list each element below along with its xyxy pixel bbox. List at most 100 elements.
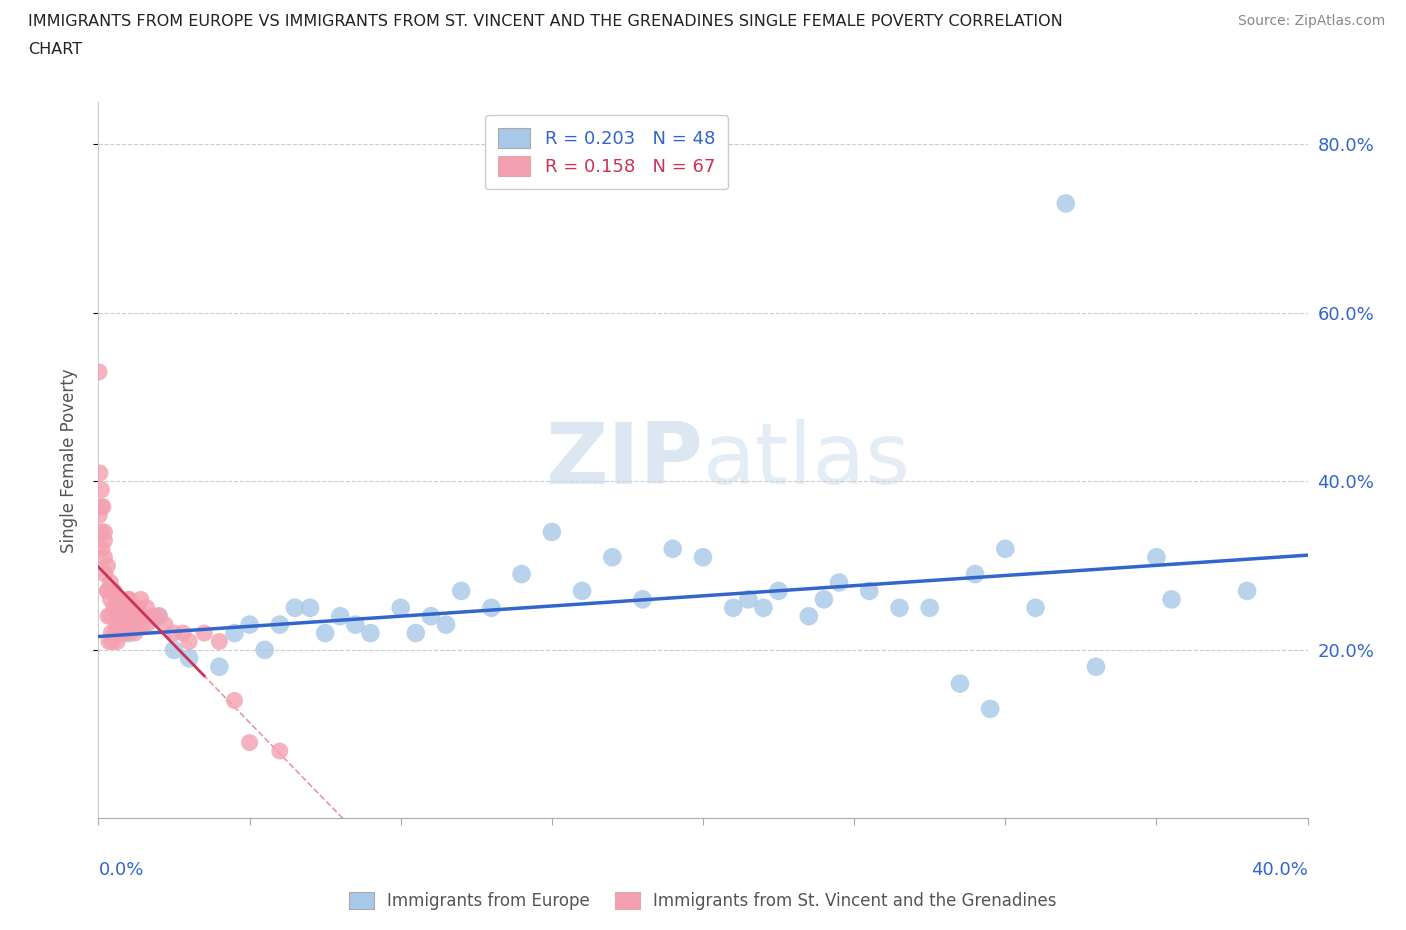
Point (108, 591, 131, 606)
Point (269, 618, 291, 632)
Point (100, 591, 122, 606)
Point (163, 643, 186, 658)
Point (148, 609, 170, 624)
Point (142, 609, 165, 624)
Point (103, 601, 125, 616)
Point (121, 601, 143, 616)
Point (420, 609, 443, 624)
Point (103, 583, 125, 598)
Point (105, 634, 128, 649)
Point (148, 609, 170, 624)
Point (253, 643, 276, 658)
Point (108, 591, 131, 606)
Point (344, 618, 367, 632)
Point (723, 601, 745, 616)
Point (131, 618, 153, 632)
Point (124, 626, 146, 641)
Point (111, 618, 134, 632)
Point (631, 591, 654, 606)
Point (93, 525, 115, 539)
Point (752, 601, 775, 616)
Point (172, 626, 194, 641)
Point (127, 601, 149, 616)
Point (1236, 583, 1258, 598)
Point (90, 525, 112, 539)
Point (90, 483, 112, 498)
Point (124, 609, 146, 624)
Point (114, 609, 136, 624)
Point (108, 626, 131, 641)
Point (389, 601, 412, 616)
Point (105, 601, 128, 616)
Text: ZIP: ZIP (546, 418, 703, 502)
Text: atlas: atlas (703, 418, 911, 502)
Point (118, 591, 141, 606)
Point (661, 541, 683, 556)
Point (135, 601, 157, 616)
Point (450, 583, 472, 598)
Point (737, 591, 759, 606)
Point (284, 601, 307, 616)
Point (1054, 196, 1077, 211)
Point (153, 618, 176, 632)
Point (91, 499, 114, 514)
Point (434, 618, 457, 632)
Point (121, 601, 143, 616)
Point (797, 609, 820, 624)
Point (208, 634, 231, 649)
Point (965, 566, 987, 581)
Point (481, 601, 503, 616)
Point (105, 591, 128, 606)
Point (239, 735, 262, 750)
Text: 0.0%: 0.0% (98, 861, 143, 880)
Text: Source: ZipAtlas.com: Source: ZipAtlas.com (1237, 14, 1385, 28)
Point (768, 583, 790, 598)
Point (135, 618, 157, 632)
Point (87, 365, 110, 379)
Point (314, 626, 336, 641)
Point (89, 508, 111, 523)
Point (118, 591, 141, 606)
Point (114, 609, 136, 624)
Point (118, 626, 141, 641)
Point (224, 693, 246, 708)
Point (100, 626, 122, 641)
Point (124, 609, 146, 624)
Point (111, 601, 134, 616)
Point (132, 609, 155, 624)
Point (105, 618, 128, 632)
Point (118, 609, 141, 624)
Point (692, 550, 714, 565)
Point (91, 541, 114, 556)
Point (1160, 591, 1182, 606)
Point (98, 634, 121, 649)
Point (405, 626, 427, 641)
Point (93, 550, 115, 565)
Point (101, 634, 124, 649)
Point (93, 533, 115, 548)
Point (121, 618, 143, 632)
Point (89, 466, 111, 481)
Text: CHART: CHART (28, 42, 82, 57)
Point (360, 626, 382, 641)
Point (96, 583, 118, 598)
Point (1085, 659, 1108, 674)
Point (224, 626, 246, 641)
Text: 40.0%: 40.0% (1251, 861, 1308, 880)
Point (114, 626, 136, 641)
Point (813, 591, 835, 606)
Point (1024, 601, 1046, 616)
Point (239, 618, 262, 632)
Point (90, 499, 112, 514)
Point (127, 601, 149, 616)
Legend: R = 0.203   N = 48, R = 0.158   N = 67: R = 0.203 N = 48, R = 0.158 N = 67 (485, 115, 727, 189)
Point (96, 558, 118, 573)
Point (100, 575, 122, 590)
Point (979, 701, 1001, 716)
Point (949, 676, 972, 691)
Point (602, 550, 624, 565)
Point (858, 583, 880, 598)
Point (97, 609, 120, 624)
Point (918, 601, 941, 616)
Point (208, 659, 231, 674)
